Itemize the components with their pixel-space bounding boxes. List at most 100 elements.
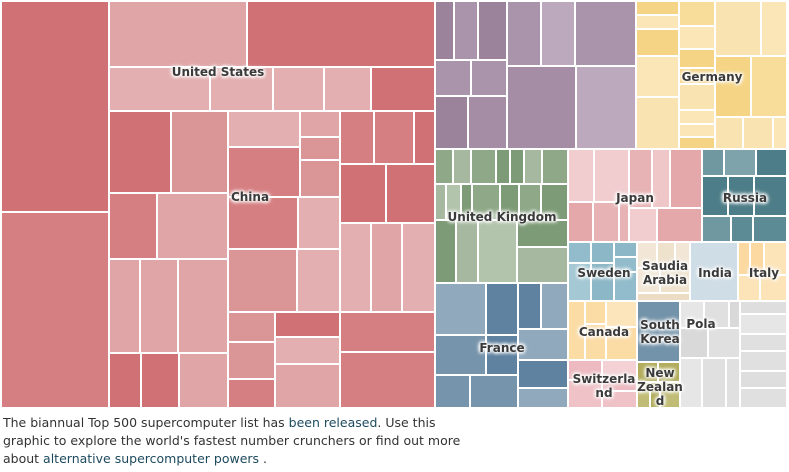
treemap-cell[interactable] <box>703 217 732 243</box>
treemap-cell[interactable] <box>741 372 788 389</box>
treemap-cell[interactable] <box>638 294 691 302</box>
treemap-cell[interactable] <box>462 185 473 221</box>
alternative-supercomputer-powers-link[interactable]: alternative supercomputer powers <box>43 451 260 466</box>
treemap-cell[interactable] <box>703 177 729 217</box>
treemap-cell[interactable] <box>659 363 681 383</box>
treemap-cell[interactable] <box>436 61 472 97</box>
treemap-cell[interactable] <box>637 98 680 150</box>
treemap-cell[interactable] <box>436 376 471 409</box>
treemap-cell[interactable] <box>110 68 211 112</box>
treemap-cell[interactable] <box>603 392 638 409</box>
treemap-cell[interactable] <box>471 376 519 409</box>
treemap-cell[interactable] <box>487 284 519 336</box>
treemap-cell[interactable] <box>158 194 229 260</box>
treemap-cell[interactable] <box>301 161 341 198</box>
treemap-node-switzerland[interactable] <box>569 361 638 409</box>
treemap-cell[interactable] <box>744 118 774 150</box>
treemap-cell[interactable] <box>725 150 757 177</box>
treemap-cell[interactable] <box>638 363 659 383</box>
treemap-cell[interactable] <box>592 243 615 264</box>
treemap-cell[interactable] <box>141 260 179 354</box>
treemap-cell[interactable] <box>479 2 508 61</box>
treemap-cell[interactable] <box>325 68 372 112</box>
treemap-cell[interactable] <box>691 243 739 302</box>
treemap-cell[interactable] <box>637 57 680 98</box>
treemap-cell[interactable] <box>299 198 341 250</box>
treemap-cell[interactable] <box>661 383 681 409</box>
treemap-cell[interactable] <box>630 209 658 243</box>
treemap-cell[interactable] <box>375 112 415 165</box>
treemap-cell[interactable] <box>680 69 716 85</box>
treemap-cell[interactable] <box>436 221 457 284</box>
treemap-cell[interactable] <box>472 150 497 185</box>
treemap-cell[interactable] <box>741 335 788 352</box>
treemap-cell[interactable] <box>487 336 519 376</box>
treemap-cell[interactable] <box>576 2 637 67</box>
treemap-cell[interactable] <box>703 359 727 409</box>
treemap-cell[interactable] <box>732 217 754 243</box>
treemap-cell[interactable] <box>457 221 479 284</box>
treemap-cell[interactable] <box>229 148 301 198</box>
treemap-cell[interactable] <box>586 325 607 361</box>
treemap-cell[interactable] <box>752 57 788 118</box>
treemap-cell[interactable] <box>341 224 372 313</box>
treemap-cell[interactable] <box>741 389 788 409</box>
treemap-cell[interactable] <box>637 30 680 57</box>
treemap-cell[interactable] <box>765 243 788 276</box>
treemap-cell[interactable] <box>455 2 479 61</box>
treemap-cell[interactable] <box>180 354 229 409</box>
treemap-cell[interactable] <box>415 112 436 165</box>
treemap-node-china[interactable] <box>436 2 637 150</box>
treemap-cell[interactable] <box>739 276 761 302</box>
treemap-cell[interactable] <box>638 383 651 409</box>
treemap-cell[interactable] <box>569 150 595 203</box>
treemap-cell[interactable] <box>110 112 172 194</box>
treemap-cell[interactable] <box>110 2 248 68</box>
treemap-cell[interactable] <box>637 16 680 30</box>
treemap-node-other[interactable] <box>681 302 788 409</box>
treemap-cell[interactable] <box>716 57 752 118</box>
treemap-cell[interactable] <box>739 243 751 276</box>
treemap-cell[interactable] <box>761 276 788 302</box>
treemap-node-japan[interactable] <box>569 150 703 243</box>
treemap-cell[interactable] <box>703 150 725 177</box>
treemap-cell[interactable] <box>542 2 576 67</box>
treemap-cell[interactable] <box>620 203 630 243</box>
treemap-cell[interactable] <box>755 177 788 217</box>
treemap-cell[interactable] <box>681 359 703 409</box>
treemap-cell[interactable] <box>680 111 716 125</box>
treemap-cell[interactable] <box>518 248 569 284</box>
treemap-cell[interactable] <box>229 380 276 409</box>
treemap-cell[interactable] <box>569 361 603 381</box>
treemap-cell[interactable] <box>229 313 276 343</box>
treemap-cell[interactable] <box>229 198 299 250</box>
treemap-cell[interactable] <box>110 354 142 409</box>
treemap-cell[interactable] <box>454 150 472 185</box>
treemap-cell[interactable] <box>229 343 276 380</box>
treemap-cell[interactable] <box>681 302 705 329</box>
treemap-cell[interactable] <box>436 150 454 185</box>
treemap-cell[interactable] <box>508 67 577 150</box>
treemap-cell[interactable] <box>741 352 788 372</box>
treemap-cell[interactable] <box>603 379 638 392</box>
treemap-cell[interactable] <box>730 302 741 329</box>
treemap-cell[interactable] <box>142 354 180 409</box>
treemap-cell[interactable] <box>229 112 301 148</box>
treemap-cell[interactable] <box>586 302 607 325</box>
treemap-cell[interactable] <box>754 217 788 243</box>
treemap-cell[interactable] <box>229 250 298 313</box>
treemap-cell[interactable] <box>594 203 620 243</box>
treemap-cell[interactable] <box>661 269 691 294</box>
treemap-cell[interactable] <box>680 138 716 150</box>
treemap-cell[interactable] <box>615 243 638 258</box>
treemap-cell[interactable] <box>2 213 110 409</box>
treemap-cell[interactable] <box>110 260 141 354</box>
treemap-node-italy[interactable] <box>739 243 788 302</box>
treemap-cell[interactable] <box>577 67 637 150</box>
treemap-cell[interactable] <box>638 269 661 294</box>
treemap-cell[interactable] <box>525 150 543 185</box>
treemap-node-united-states[interactable] <box>2 2 436 409</box>
treemap-cell[interactable] <box>341 313 436 353</box>
treemap-cell[interactable] <box>372 68 436 112</box>
treemap-cell[interactable] <box>472 61 508 97</box>
